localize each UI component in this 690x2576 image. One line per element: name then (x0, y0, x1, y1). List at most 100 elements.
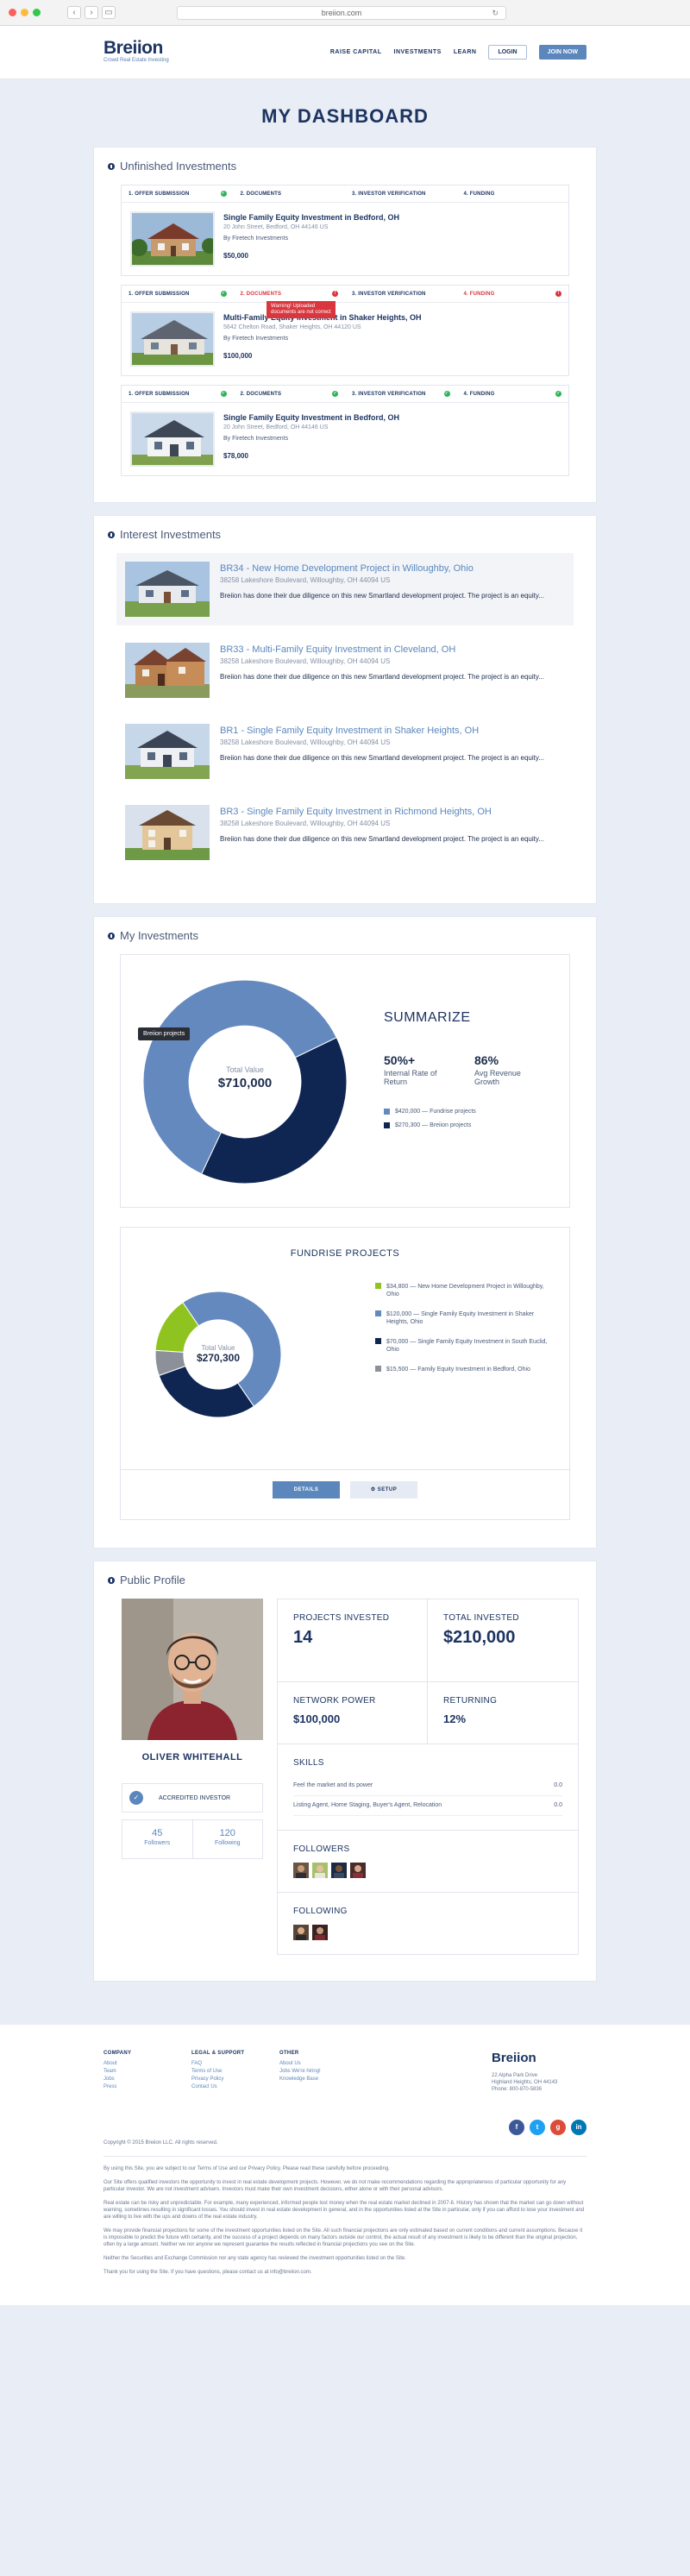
footer-link[interactable]: About (104, 2061, 117, 2066)
investment-title[interactable]: Single Family Equity Investment in Bedfo… (223, 413, 400, 422)
linkedin-icon[interactable]: in (571, 2120, 586, 2135)
login-button[interactable]: LOGIN (488, 45, 527, 60)
donut-slice-2[interactable] (201, 1037, 348, 1184)
step-documents[interactable]: 2. DOCUMENTS! (234, 286, 346, 302)
total-value-label: Total Value (226, 1065, 264, 1074)
stat-revenue-growth: 86% Avg Revenue Growth (474, 1053, 521, 1086)
follower-avatar[interactable] (293, 1863, 309, 1878)
step-documents[interactable]: 2. DOCUMENTS ✓ (240, 391, 338, 397)
twitter-icon[interactable]: t (530, 2120, 545, 2135)
step-offer-submission[interactable]: 1. OFFER SUBMISSION ✓ (129, 191, 227, 197)
investment-address: 20 John Street, Bedford, OH 44146 US (223, 424, 329, 430)
following-stat[interactable]: 120 Following (191, 1820, 263, 1858)
unfinished-investment[interactable]: 1. OFFER SUBMISSION ✓ 2. DOCUMENTS 3. INV… (121, 185, 569, 276)
summary-box: Total Value $710,000 Breiion projects SU… (120, 954, 570, 1208)
back-icon[interactable]: ‹ (67, 6, 81, 19)
forward-icon[interactable]: › (85, 6, 98, 19)
unfinished-investments-card: Unfinished Investments 1. OFFER SUBMISSI… (93, 147, 597, 503)
footer-logo[interactable]: Breiion 22 Alpha Park Drive Highland Hei… (492, 2051, 586, 2093)
reload-icon[interactable]: ↻ (492, 9, 499, 17)
footer-link[interactable]: About Us (279, 2061, 301, 2066)
property-image[interactable] (125, 724, 210, 779)
maximize-window-button[interactable] (33, 9, 41, 16)
nav-raise-capital[interactable]: RAISE CAPITAL (329, 49, 382, 55)
interest-item[interactable]: BR3 - Single Family Equity Investment in… (116, 796, 574, 869)
legend-swatch (384, 1109, 390, 1115)
footer-link[interactable]: Terms of Use (191, 2069, 223, 2074)
follower-avatar[interactable] (350, 1863, 366, 1878)
footer-link[interactable]: Press (104, 2084, 117, 2089)
property-image[interactable] (130, 311, 215, 367)
interest-description: Breiion has done their due diligence on … (220, 673, 544, 681)
donut-slice-4[interactable] (154, 1349, 186, 1377)
setup-button[interactable]: ⚙ SETUP (350, 1481, 417, 1498)
property-image[interactable] (125, 562, 210, 617)
step-documents[interactable]: 2. DOCUMENTS (240, 191, 282, 197)
footer-link[interactable]: Jobs We're hiring! (279, 2069, 321, 2074)
logo[interactable]: Breiion Crowd Real Estate Investing (104, 38, 169, 63)
property-image[interactable] (130, 211, 215, 267)
section-title: Unfinished Investments (120, 160, 237, 173)
section-bullet-icon (108, 531, 115, 538)
footer-link[interactable]: Contact Us (191, 2084, 217, 2089)
investment-amount: $100,000 (223, 352, 253, 360)
follower-avatar[interactable] (312, 1863, 328, 1878)
details-button[interactable]: DETAILS (273, 1481, 340, 1498)
fundrise-donut-chart[interactable] (154, 1290, 283, 1419)
interest-title[interactable]: BR3 - Single Family Equity Investment in… (220, 807, 492, 817)
sidebar-icon[interactable]: ▭ (102, 6, 116, 19)
check-icon: ✓ (443, 391, 450, 397)
stat-irr: 50%+ Internal Rate of Return (384, 1053, 437, 1086)
site-header: Breiion Crowd Real Estate Investing RAIS… (0, 26, 690, 79)
nav-learn[interactable]: LEARN (453, 49, 477, 55)
property-image[interactable] (125, 643, 210, 698)
follower-avatar[interactable] (331, 1863, 347, 1878)
step-investor-verification[interactable]: 3. INVESTOR VERIFICATION ✓ (352, 391, 450, 397)
footer-link[interactable]: Knowledge Base (279, 2077, 319, 2082)
step-investor-verification[interactable]: 3. INVESTOR VERIFICATION (352, 191, 426, 197)
footer-link[interactable]: Privacy Policy (191, 2077, 224, 2082)
interest-investments-card: Interest Investments BR34 - New Home Dev… (93, 515, 597, 904)
interest-item[interactable]: BR1 - Single Family Equity Investment in… (116, 715, 574, 788)
donut-slice-1[interactable] (142, 979, 337, 1175)
donut-slice-3[interactable] (158, 1365, 255, 1418)
summary-donut-chart[interactable] (141, 978, 348, 1185)
footer-link[interactable]: Jobs (104, 2077, 115, 2082)
returning-stat: RETURNING 12% (428, 1682, 578, 1744)
step-offer-submission[interactable]: 1. OFFER SUBMISSION ✓ (129, 391, 227, 397)
unfinished-investment[interactable]: 1. OFFER SUBMISSION ✓ 2. DOCUMENTS! 3. IN… (121, 285, 569, 376)
legend-swatch (375, 1283, 381, 1289)
following-avatar[interactable] (312, 1925, 328, 1940)
total-value: $710,000 (217, 1076, 273, 1090)
footer-link[interactable]: FAQ (191, 2061, 203, 2066)
minimize-window-button[interactable] (21, 9, 28, 16)
investment-title[interactable]: Single Family Equity Investment in Bedfo… (223, 213, 400, 222)
interest-title[interactable]: BR33 - Multi-Family Equity Investment in… (220, 644, 456, 655)
step-investor-verification[interactable]: 3. INVESTOR VERIFICATION (352, 291, 426, 297)
footer-link[interactable]: Team (104, 2069, 116, 2074)
close-window-button[interactable] (9, 9, 16, 16)
facebook-icon[interactable]: f (509, 2120, 524, 2135)
avatar[interactable] (122, 1599, 263, 1740)
step-funding[interactable]: 4. FUNDING ✓ (463, 391, 561, 397)
summarize-title: SUMMARIZE (384, 1010, 471, 1025)
url-bar[interactable]: breiion.com ↻ (177, 6, 506, 20)
interest-title[interactable]: BR1 - Single Family Equity Investment in… (220, 726, 480, 736)
interest-item[interactable]: BR34 - New Home Development Project in W… (116, 553, 574, 625)
step-offer-submission[interactable]: 1. OFFER SUBMISSION ✓ (129, 291, 227, 297)
followers-stat[interactable]: 45 Followers (144, 1828, 171, 1846)
interest-title[interactable]: BR34 - New Home Development Project in W… (220, 563, 474, 574)
nav-investments[interactable]: INVESTMENTS (393, 49, 442, 55)
interest-item[interactable]: BR33 - Multi-Family Equity Investment in… (116, 634, 574, 707)
fundrise-total-value: $270,300 (196, 1352, 241, 1364)
property-image[interactable] (125, 805, 210, 860)
step-funding[interactable]: 4. FUNDING (463, 191, 495, 197)
donut-slice-2[interactable] (182, 1291, 282, 1407)
unfinished-investment[interactable]: 1. OFFER SUBMISSION ✓ 2. DOCUMENTS ✓ 3. IN… (121, 385, 569, 476)
google-plus-icon[interactable]: g (550, 2120, 566, 2135)
following-avatar[interactable] (293, 1925, 309, 1940)
property-image[interactable] (130, 412, 215, 467)
join-now-button[interactable]: JOIN NOW (538, 45, 586, 60)
step-funding[interactable]: 4. FUNDING! (457, 286, 569, 302)
interest-address: 38258 Lakeshore Boulevard, Willoughby, O… (220, 657, 391, 665)
